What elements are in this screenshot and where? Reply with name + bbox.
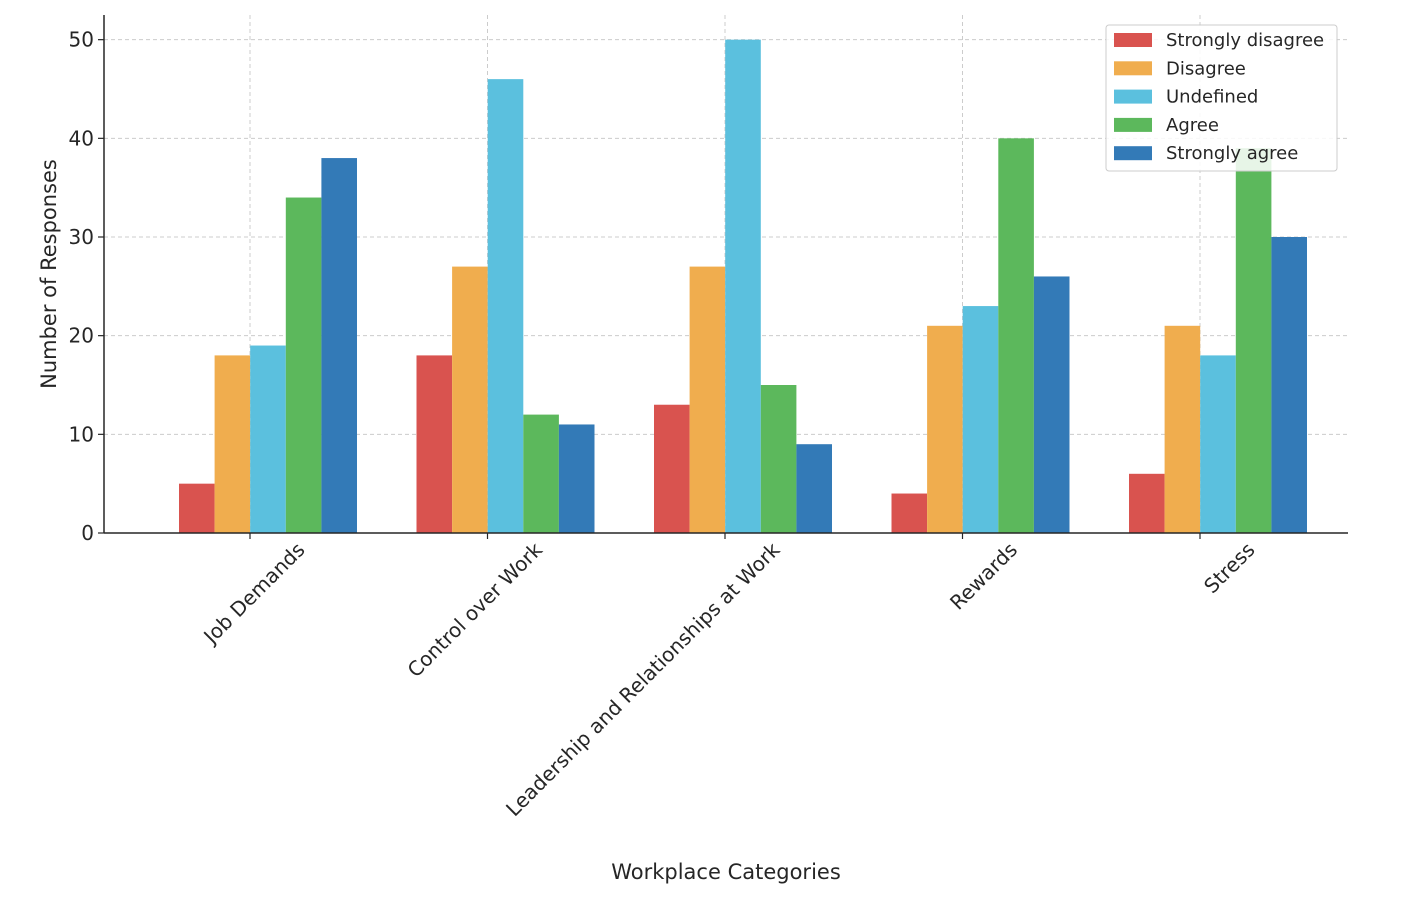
legend-swatch <box>1114 89 1152 104</box>
bar <box>452 266 488 533</box>
x-axis-title: Workplace Categories <box>611 860 841 884</box>
bar <box>558 424 595 533</box>
y-tick-label: 50 <box>69 28 94 52</box>
y-tick-label: 10 <box>69 422 94 446</box>
bar <box>285 197 322 534</box>
y-tick-label: 0 <box>81 521 94 545</box>
bar <box>523 414 559 533</box>
bar <box>1033 276 1070 533</box>
y-tick-label: 30 <box>69 225 94 249</box>
legend-label: Disagree <box>1166 58 1246 79</box>
bar <box>1235 148 1272 533</box>
bar <box>689 266 726 533</box>
bar <box>760 385 797 533</box>
bar <box>250 345 286 533</box>
bar <box>214 355 251 533</box>
legend-label: Strongly agree <box>1166 143 1298 164</box>
bar <box>1129 473 1165 533</box>
bar <box>1200 355 1236 533</box>
axes <box>103 15 1348 534</box>
x-tick-label: Rewards <box>945 538 1022 615</box>
bar <box>1164 325 1201 533</box>
x-tick-label: Stress <box>1199 538 1259 598</box>
y-tick-label: 20 <box>69 324 94 348</box>
legend-frame <box>1105 24 1338 172</box>
legend-label: Undefined <box>1166 87 1258 108</box>
bar <box>927 325 963 533</box>
bar <box>321 158 357 534</box>
x-tick-label: Leadership and Relationships at Work <box>501 537 785 821</box>
legend-swatch <box>1114 33 1152 47</box>
bar <box>654 404 690 533</box>
bar <box>416 355 453 533</box>
legend: Strongly disagree Disagree Undefined Agree S… <box>1105 24 1338 172</box>
bar <box>796 444 832 533</box>
bar <box>1271 237 1307 533</box>
legend-label: Strongly disagree <box>1166 30 1324 51</box>
bar <box>179 483 215 533</box>
bar <box>962 306 999 533</box>
bar <box>487 79 524 533</box>
x-tick-label: Job Demands <box>198 538 310 650</box>
bar <box>998 138 1034 534</box>
bars <box>179 39 1307 534</box>
bar <box>891 493 928 533</box>
legend-label: Agree <box>1166 115 1219 136</box>
legend-swatch <box>1114 146 1152 161</box>
legend-swatch <box>1114 117 1152 132</box>
x-tick-label: Control over Work <box>403 537 548 682</box>
y-tick-label: 40 <box>69 126 94 150</box>
legend-swatch <box>1114 61 1152 76</box>
bar <box>725 39 761 534</box>
y-axis-title: Number of Responses <box>37 159 61 389</box>
